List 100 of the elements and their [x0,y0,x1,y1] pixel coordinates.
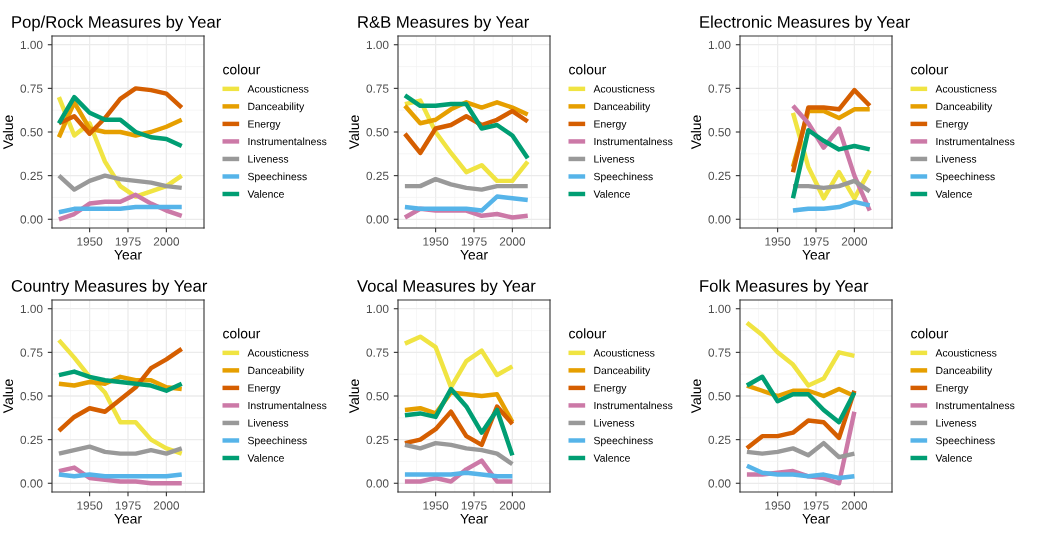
legend-label: Instrumentalness [248,401,327,410]
legend-label: Instrumentalness [936,401,1015,410]
y-tick-label: 1.00 [708,304,731,314]
legend-label: Energy [936,120,969,130]
x-axis-title: Year [460,249,488,260]
legend-label: Danceability [936,366,993,377]
legend-label: Instrumentalness [248,137,327,146]
x-tick-label: 1975 [115,237,141,246]
legend-label: Danceability [248,102,305,113]
chart-title: Pop/Rock Measures by Year [12,15,221,32]
legend-label: Valence [935,454,972,462]
line-series [402,108,530,156]
legend-label: Danceability [594,102,651,113]
legend-label: Energy [248,384,281,394]
y-tick-label: 0.25 [366,171,389,181]
x-axis-title: Year [114,513,142,524]
line-series [744,440,857,460]
line-series [402,100,530,126]
chart-title: Country Measures by Year [11,279,208,296]
x-tick-label: 2000 [153,501,180,510]
legend-label: Danceability [594,366,651,377]
y-tick-label: 0.25 [366,435,389,445]
legend-label: Instrumentalness [594,137,673,146]
x-tick-label: 1950 [77,501,103,510]
legend-label: Energy [248,120,281,130]
line-series [790,128,872,201]
y-tick-label: 0.25 [708,171,731,181]
legend-label: Valence [935,190,972,198]
x-tick-label: 1975 [115,501,141,510]
line-series [790,87,872,175]
line-series [56,465,184,486]
y-tick-label: 0.25 [20,171,43,181]
y-tick-label: 0.75 [366,84,389,93]
y-tick-label: 0.50 [366,392,389,401]
y-tick-label: 1.00 [366,40,389,50]
legend-label: Liveness [594,419,635,427]
line-series [56,444,184,456]
y-tick-label: 0.00 [366,479,389,488]
legend-title: colour [911,328,949,339]
legend-label: Energy [594,120,627,130]
y-tick-label: 0.50 [708,128,731,137]
line-series [402,93,530,161]
chart-title: R&B Measures by Year [358,15,530,32]
y-tick-label: 0.00 [708,479,731,488]
x-axis-title: Year [802,513,830,524]
x-tick-label: 1975 [461,501,487,510]
line-series [402,194,530,213]
x-tick-label: 1975 [461,237,487,246]
legend-label: Acousticness [247,84,309,93]
y-tick-label: 0.75 [366,348,389,357]
x-tick-label: 2000 [841,501,868,510]
x-tick-label: 1950 [423,501,449,510]
legend-label: Valence [247,190,284,198]
line-series [56,346,184,434]
legend-label: Liveness [594,155,635,163]
legend-label: Valence [247,454,284,462]
x-tick-label: 2000 [499,237,526,246]
y-tick-label: 0.75 [20,84,43,93]
legend-label: Instrumentalness [936,137,1015,146]
legend-label: Speechiness [593,172,653,183]
y-axis-title: Value [348,115,360,150]
legend-label: Speechiness [247,436,307,447]
y-axis-title: Value [348,379,360,414]
x-tick-label: 1975 [803,501,829,510]
legend-title: colour [911,64,949,75]
x-tick-label: 2000 [499,501,526,510]
y-axis-title: Value [690,379,702,414]
chart-title: Folk Measures by Year [700,279,869,296]
x-tick-label: 1975 [803,237,829,246]
y-tick-label: 0.50 [20,128,43,137]
y-tick-label: 0.00 [708,215,731,224]
x-axis-title: Year [460,513,488,524]
x-tick-label: 1950 [77,237,103,246]
line-series [56,369,184,393]
chart-title: Vocal Measures by Year [357,279,536,296]
legend-label: Liveness [936,155,977,163]
y-tick-label: 0.50 [366,128,389,137]
legend-title: colour [223,64,261,75]
legend-label: Acousticness [935,348,997,357]
line-series [790,178,872,194]
legend-label: Liveness [248,419,289,427]
chart-title: Electronic Measures by Year [700,15,910,32]
legend-label: Speechiness [593,436,653,447]
y-tick-label: 0.75 [708,84,731,93]
legend-label: Danceability [248,366,305,377]
legend-label: Instrumentalness [594,401,673,410]
legend-label: Valence [593,454,630,462]
line-series [744,374,857,425]
legend-label: Acousticness [935,84,997,93]
y-axis-title: Value [690,115,702,150]
y-tick-label: 0.50 [708,392,731,401]
legend-label: Danceability [936,102,993,113]
y-tick-label: 1.00 [20,40,43,50]
legend-label: Speechiness [247,172,307,183]
y-tick-label: 0.75 [708,348,731,357]
x-axis-title: Year [114,249,142,260]
y-tick-label: 0.75 [20,348,43,357]
legend-label: Energy [936,384,969,394]
y-tick-label: 0.25 [708,435,731,445]
legend-label: Liveness [248,155,289,163]
